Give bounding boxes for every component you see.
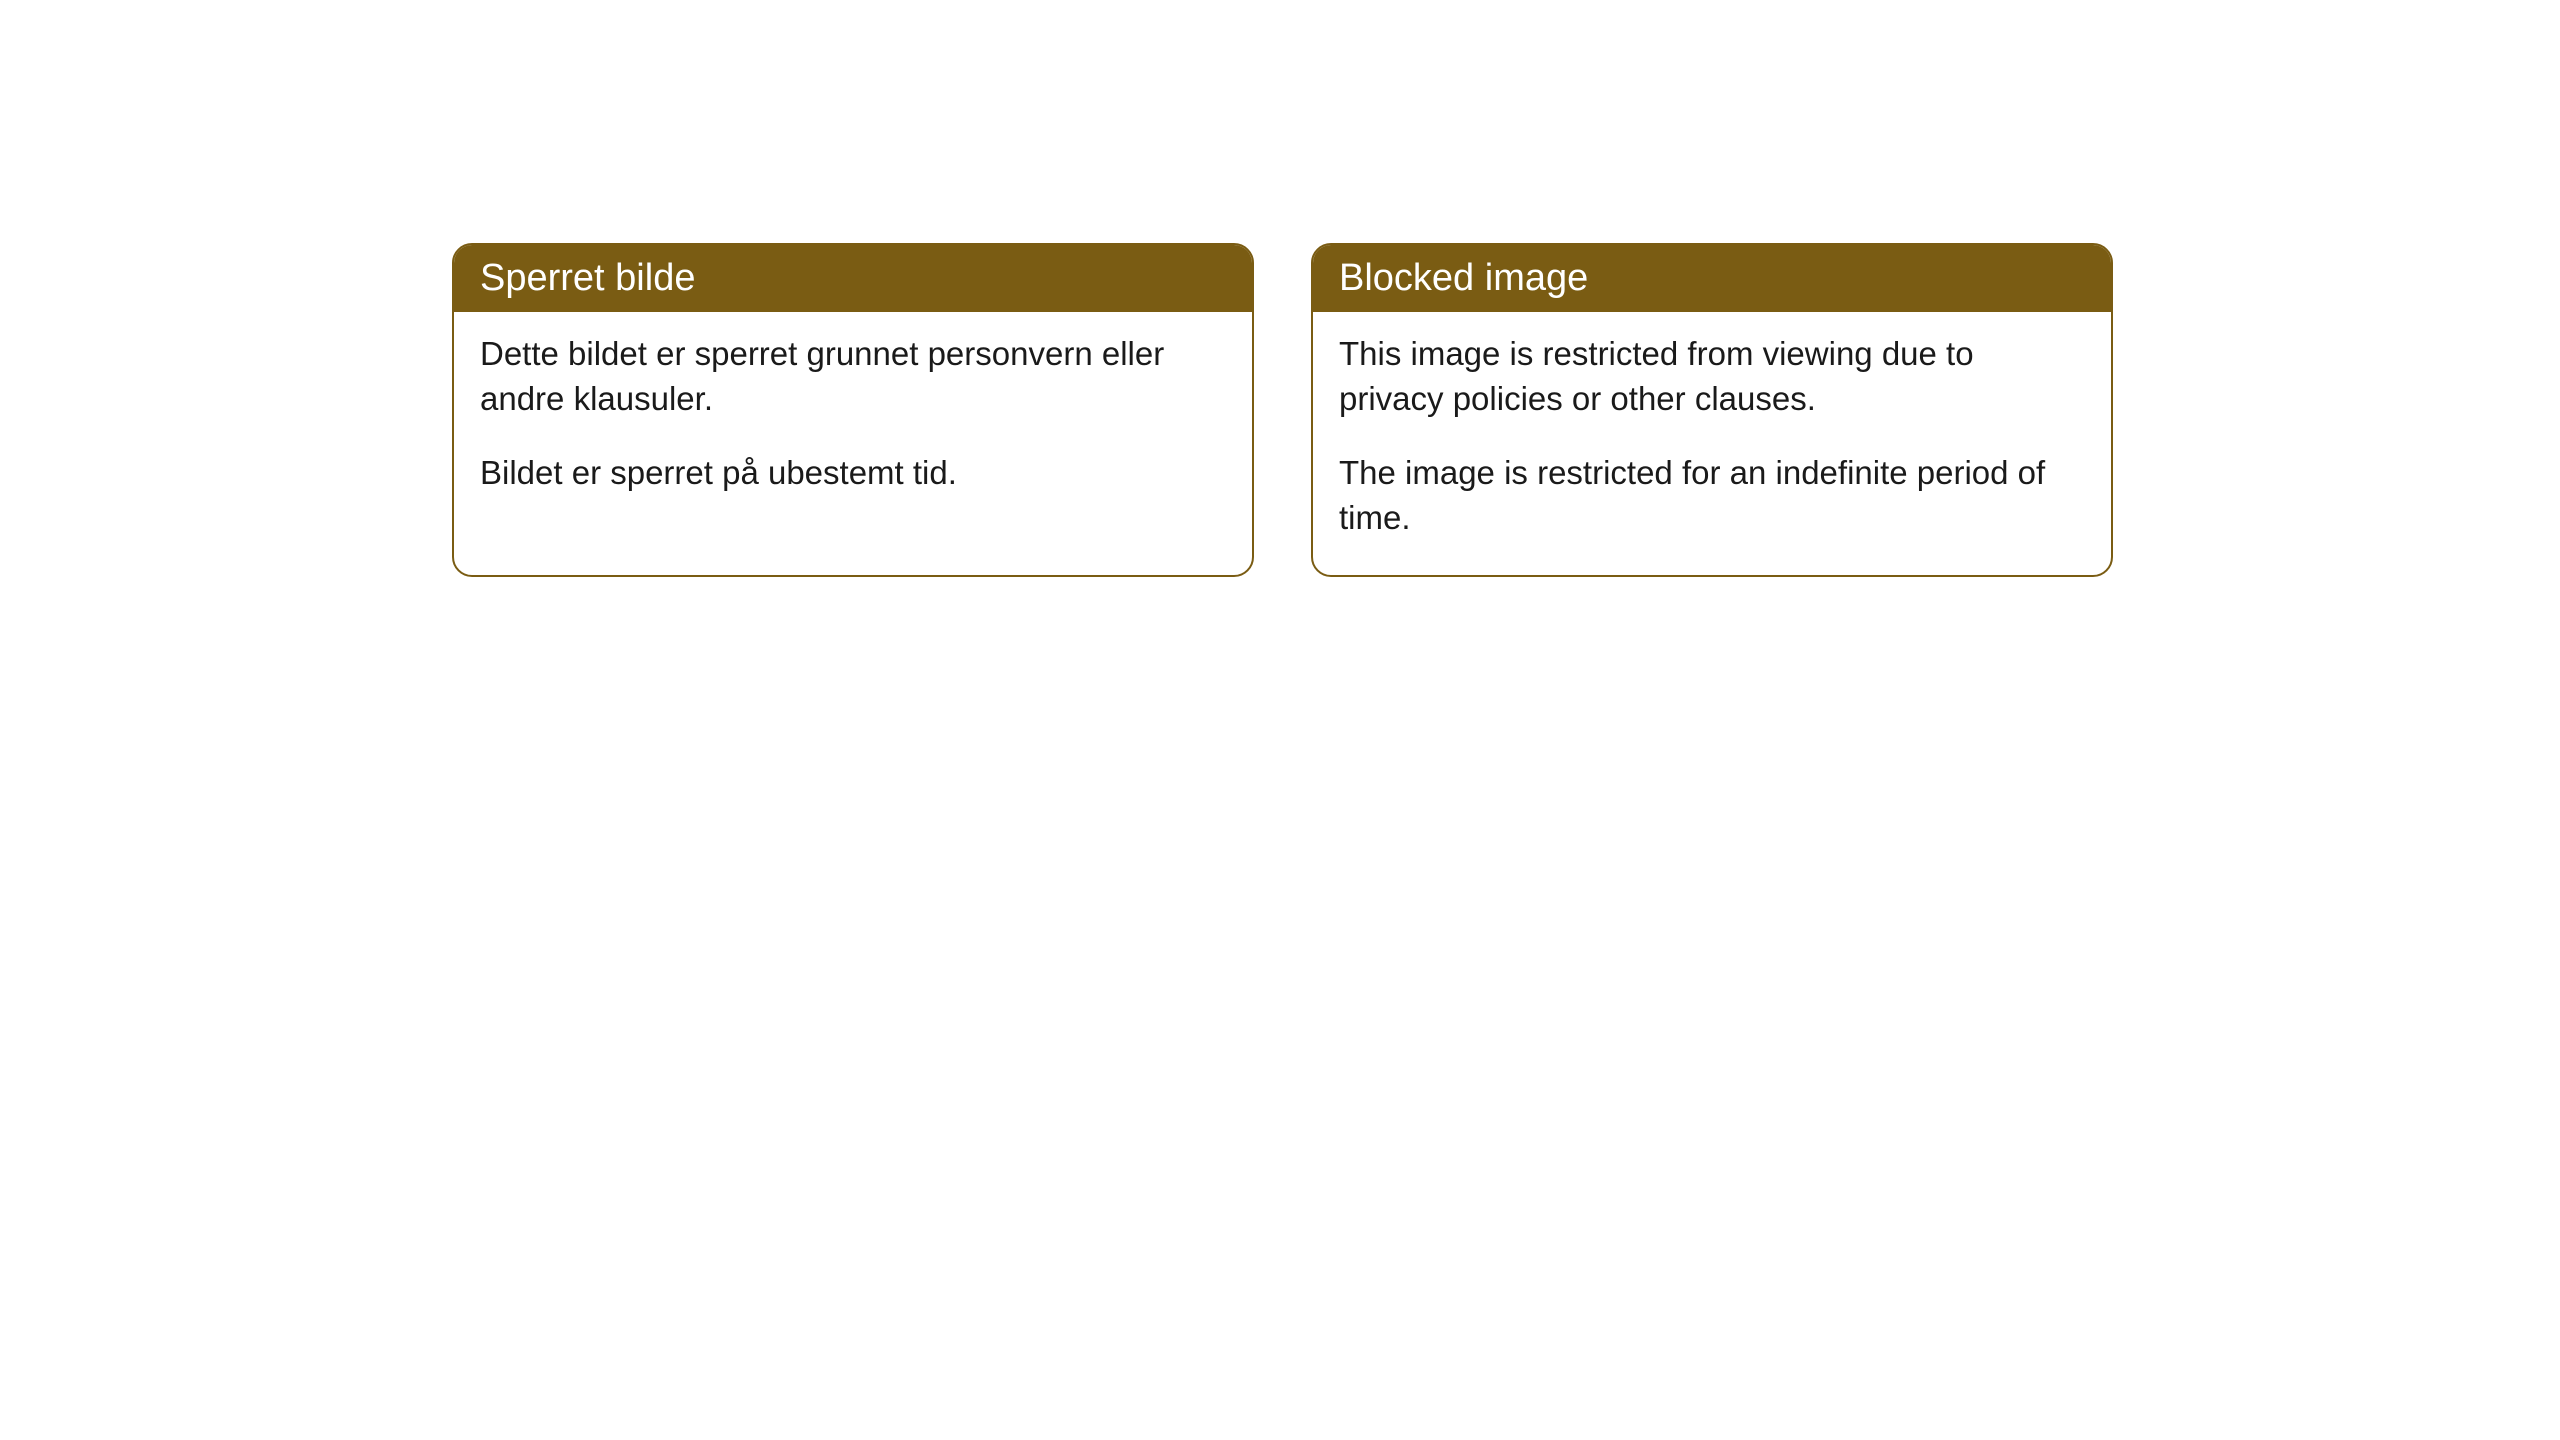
card-body: This image is restricted from viewing du… (1313, 312, 2111, 575)
card-paragraph: Dette bildet er sperret grunnet personve… (480, 332, 1226, 421)
notice-card-norwegian: Sperret bilde Dette bildet er sperret gr… (452, 243, 1254, 577)
card-header: Blocked image (1313, 245, 2111, 312)
card-paragraph: The image is restricted for an indefinit… (1339, 451, 2085, 540)
card-paragraph: Bildet er sperret på ubestemt tid. (480, 451, 1226, 496)
card-header: Sperret bilde (454, 245, 1252, 312)
notice-cards-container: Sperret bilde Dette bildet er sperret gr… (452, 243, 2113, 577)
card-title: Sperret bilde (480, 257, 695, 299)
notice-card-english: Blocked image This image is restricted f… (1311, 243, 2113, 577)
card-title: Blocked image (1339, 257, 1588, 299)
card-paragraph: This image is restricted from viewing du… (1339, 332, 2085, 421)
card-body: Dette bildet er sperret grunnet personve… (454, 312, 1252, 531)
